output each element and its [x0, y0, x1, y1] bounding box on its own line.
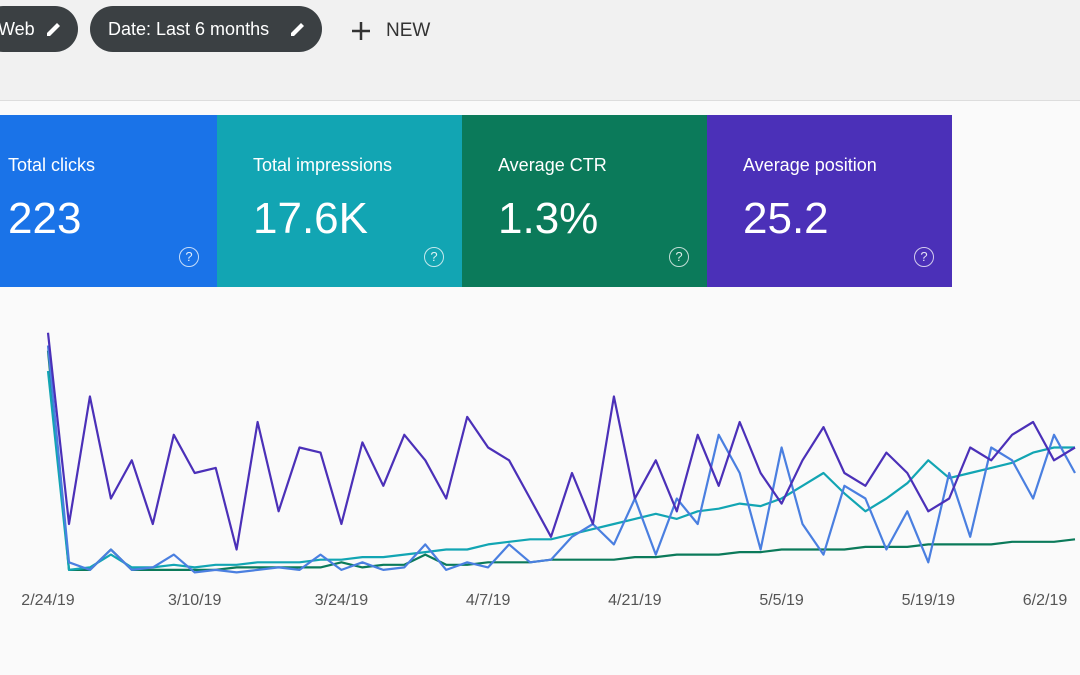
metric-value: 17.6K	[253, 194, 368, 243]
x-tick-label: 3/24/19	[315, 592, 368, 609]
metric-label: Average CTR	[498, 155, 607, 175]
metric-value: 1.3%	[498, 194, 599, 243]
x-tick-label: 5/19/19	[902, 592, 955, 609]
filter-chip[interactable]: Date: Last 6 months	[90, 6, 322, 52]
help-icon: ?	[914, 247, 934, 267]
x-tick-label: 6/2/19	[1023, 592, 1068, 609]
metric-label: Total impressions	[253, 155, 393, 175]
help-icon: ?	[669, 247, 689, 267]
metric-value: 223	[8, 194, 82, 243]
help-icon: ?	[179, 247, 199, 267]
x-tick-label: 5/5/19	[759, 592, 804, 609]
help-icon: ?	[424, 247, 444, 267]
chart: 2/24/19 3/10/19 3/24/19 4/7/19 4/21/19 5/5/19…	[21, 332, 1076, 609]
x-tick-label: 2/24/19	[21, 592, 74, 609]
toolbar: Web Date: Last 6 months NEW	[0, 0, 1080, 101]
metric-card[interactable]: Average CTR 1.3%?	[462, 115, 707, 287]
metric-label: Total clicks	[8, 155, 96, 175]
metric-card[interactable]: Total impressions 17.6K?	[217, 115, 462, 287]
edit-icon	[291, 23, 304, 36]
x-tick-label: 3/10/19	[168, 592, 221, 609]
metric-cards: Total clicks 223? Total impressions 17.6K? A…	[0, 115, 952, 287]
series-line	[46, 370, 1075, 571]
plus-icon	[352, 22, 370, 40]
chip-label: Web	[0, 19, 35, 39]
series-line	[46, 332, 1076, 551]
button-label: NEW	[386, 20, 431, 41]
x-tick-label: 4/7/19	[466, 592, 511, 609]
chip-label: Date: Last 6 months	[108, 19, 270, 39]
filter-chip[interactable]: Web	[0, 6, 78, 52]
metric-card[interactable]: Total clicks 223?	[0, 115, 217, 287]
metric-card[interactable]: Average position 25.2?	[707, 115, 952, 287]
series-line	[46, 345, 1076, 574]
metric-label: Average position	[743, 155, 877, 175]
metric-value: 25.2	[743, 194, 829, 243]
edit-icon	[47, 23, 60, 36]
new-button[interactable]: NEW	[350, 20, 430, 42]
x-tick-label: 4/21/19	[608, 592, 661, 609]
